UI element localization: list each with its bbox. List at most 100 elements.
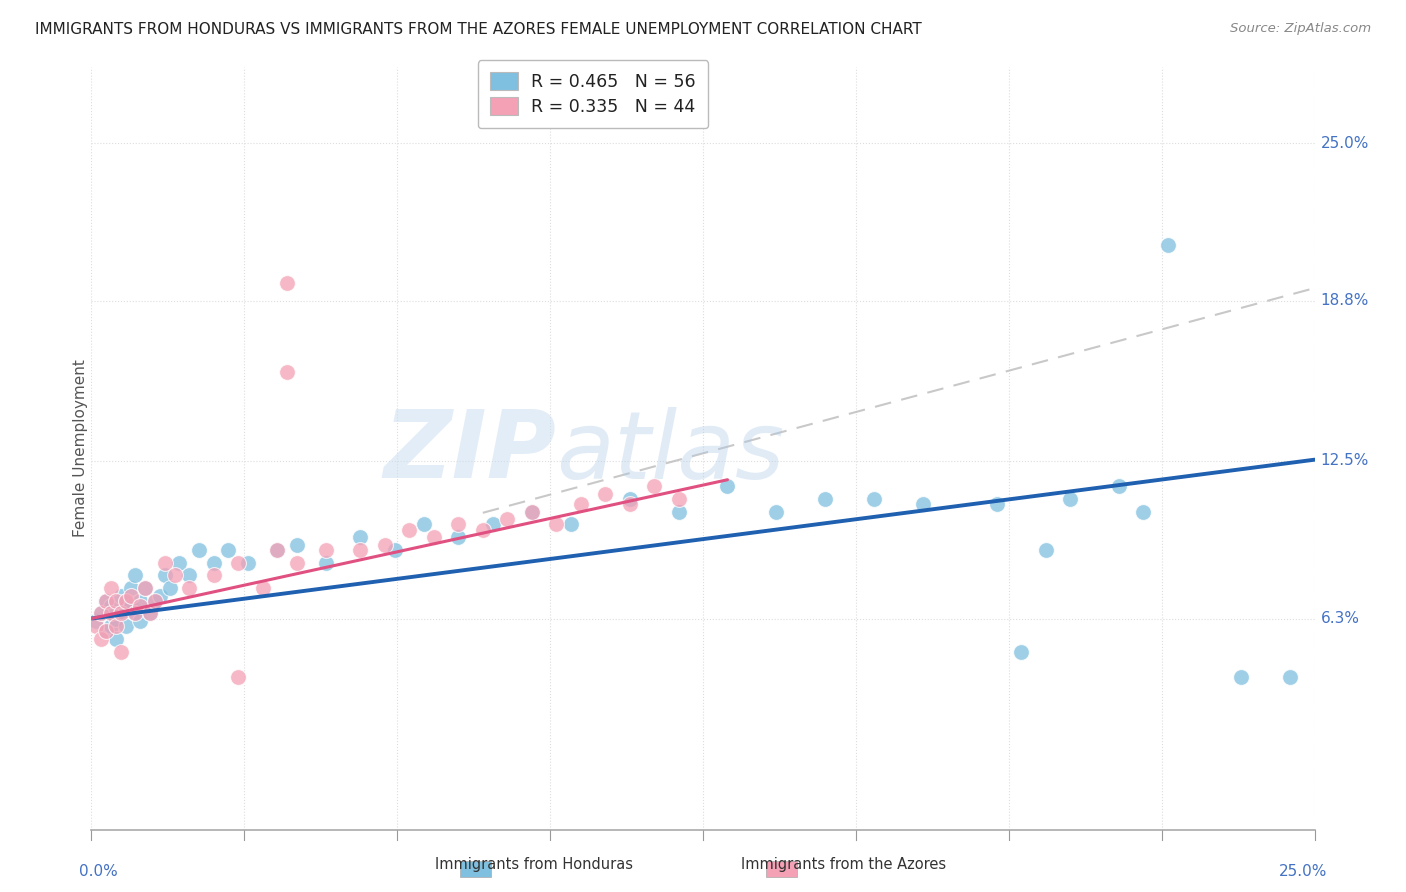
Point bbox=[546, 517, 568, 532]
Point bbox=[110, 589, 132, 603]
Point bbox=[765, 505, 787, 519]
Point bbox=[143, 594, 166, 608]
Text: 18.8%: 18.8% bbox=[1320, 293, 1369, 309]
Point bbox=[1132, 505, 1154, 519]
Point bbox=[986, 497, 1008, 511]
Point bbox=[1010, 644, 1032, 658]
Point bbox=[863, 491, 886, 506]
Text: 25.0%: 25.0% bbox=[1278, 863, 1327, 879]
Point bbox=[134, 581, 156, 595]
Point bbox=[643, 479, 665, 493]
Point bbox=[374, 538, 396, 552]
Text: atlas: atlas bbox=[557, 407, 785, 498]
Point bbox=[217, 542, 239, 557]
Point bbox=[104, 619, 127, 633]
Point bbox=[226, 670, 249, 684]
Point bbox=[471, 523, 494, 537]
Point bbox=[252, 581, 274, 595]
Point bbox=[129, 599, 152, 613]
Point bbox=[593, 487, 616, 501]
Point bbox=[143, 594, 166, 608]
Point bbox=[1035, 542, 1057, 557]
Point bbox=[481, 517, 503, 532]
Point bbox=[668, 491, 690, 506]
Point bbox=[447, 530, 470, 544]
Text: IMMIGRANTS FROM HONDURAS VS IMMIGRANTS FROM THE AZORES FEMALE UNEMPLOYMENT CORRE: IMMIGRANTS FROM HONDURAS VS IMMIGRANTS F… bbox=[35, 22, 922, 37]
Point bbox=[384, 542, 406, 557]
Point bbox=[129, 614, 152, 628]
Point bbox=[120, 581, 142, 595]
Point bbox=[266, 542, 288, 557]
Text: Immigrants from the Azores: Immigrants from the Azores bbox=[741, 857, 946, 872]
Point bbox=[90, 607, 112, 621]
Point bbox=[134, 581, 156, 595]
Point bbox=[90, 607, 112, 621]
Point bbox=[104, 611, 127, 625]
Point bbox=[100, 581, 122, 595]
Point bbox=[84, 614, 107, 628]
Point bbox=[619, 497, 641, 511]
Point bbox=[1230, 670, 1253, 684]
Point bbox=[912, 497, 935, 511]
Point bbox=[520, 505, 543, 519]
Point bbox=[114, 619, 136, 633]
Point bbox=[129, 594, 152, 608]
Point bbox=[285, 556, 308, 570]
Point bbox=[94, 624, 117, 639]
Point bbox=[100, 619, 122, 633]
Point bbox=[179, 581, 201, 595]
Point bbox=[169, 556, 191, 570]
Point bbox=[236, 556, 259, 570]
Point bbox=[668, 505, 690, 519]
Point bbox=[114, 594, 136, 608]
Point bbox=[110, 607, 132, 621]
Point bbox=[100, 599, 122, 613]
Text: 6.3%: 6.3% bbox=[1320, 611, 1360, 626]
Point bbox=[496, 512, 519, 526]
Point bbox=[1059, 491, 1081, 506]
Point bbox=[1157, 238, 1180, 252]
Point bbox=[104, 632, 127, 646]
Point bbox=[413, 517, 436, 532]
Text: Immigrants from Honduras: Immigrants from Honduras bbox=[436, 857, 633, 872]
Text: 12.5%: 12.5% bbox=[1320, 453, 1369, 468]
Point bbox=[315, 556, 337, 570]
Y-axis label: Female Unemployment: Female Unemployment bbox=[73, 359, 87, 537]
Point bbox=[276, 365, 298, 379]
Point bbox=[285, 538, 308, 552]
Point bbox=[153, 568, 176, 582]
Point bbox=[124, 568, 146, 582]
Point bbox=[226, 556, 249, 570]
Point bbox=[315, 542, 337, 557]
Point bbox=[276, 276, 298, 290]
Point bbox=[520, 505, 543, 519]
Text: 0.0%: 0.0% bbox=[79, 863, 118, 879]
Point bbox=[114, 594, 136, 608]
Point bbox=[266, 542, 288, 557]
Point bbox=[716, 479, 738, 493]
Point bbox=[124, 607, 146, 621]
Point bbox=[423, 530, 446, 544]
Text: ZIP: ZIP bbox=[384, 406, 557, 498]
Point bbox=[84, 619, 107, 633]
Point bbox=[202, 556, 225, 570]
Point bbox=[163, 568, 186, 582]
Point bbox=[153, 556, 176, 570]
Point bbox=[560, 517, 582, 532]
Point bbox=[94, 594, 117, 608]
Point bbox=[447, 517, 470, 532]
Point bbox=[100, 607, 122, 621]
Point bbox=[188, 542, 211, 557]
Point bbox=[159, 581, 181, 595]
Point bbox=[349, 530, 371, 544]
Point bbox=[349, 542, 371, 557]
Point bbox=[124, 607, 146, 621]
Point bbox=[94, 594, 117, 608]
Point bbox=[149, 589, 172, 603]
Point bbox=[110, 644, 132, 658]
Point bbox=[619, 491, 641, 506]
Point bbox=[120, 589, 142, 603]
Point bbox=[814, 491, 837, 506]
Text: 25.0%: 25.0% bbox=[1320, 136, 1369, 151]
Point bbox=[1108, 479, 1130, 493]
